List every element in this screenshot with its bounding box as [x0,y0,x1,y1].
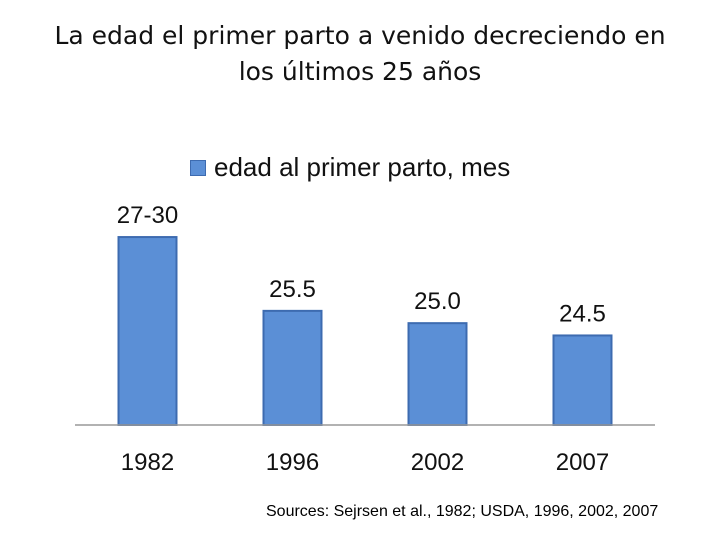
x-tick-label-1996: 1996 [266,449,319,476]
chart-title-line-1: La edad el primer parto a venido decreci… [54,21,666,50]
legend-label: edad al primer parto, mes [214,152,511,182]
data-label-2002: 25.0 [414,288,461,315]
data-label-1982: 27-30 [117,202,178,229]
source-note: Sources: Sejrsen et al., 1982; USDA, 199… [266,503,659,520]
bar-1996 [262,309,323,426]
x-tick-label-2007: 2007 [556,449,609,476]
chart-title: La edad el primer parto a venido decreci… [20,18,700,90]
x-tick-label-1982: 1982 [121,449,174,476]
chart-title-line-2: los últimos 25 años [238,57,482,86]
bar-2002 [407,322,468,427]
data-label-2007: 24.5 [559,300,606,327]
x-tick-label-2002: 2002 [411,449,464,476]
legend-swatch [190,159,206,176]
data-label-1996: 25.5 [269,276,316,303]
chart-legend: edad al primer parto, mes [190,152,510,183]
bar-2007 [552,334,613,426]
bar-1982 [117,236,178,426]
